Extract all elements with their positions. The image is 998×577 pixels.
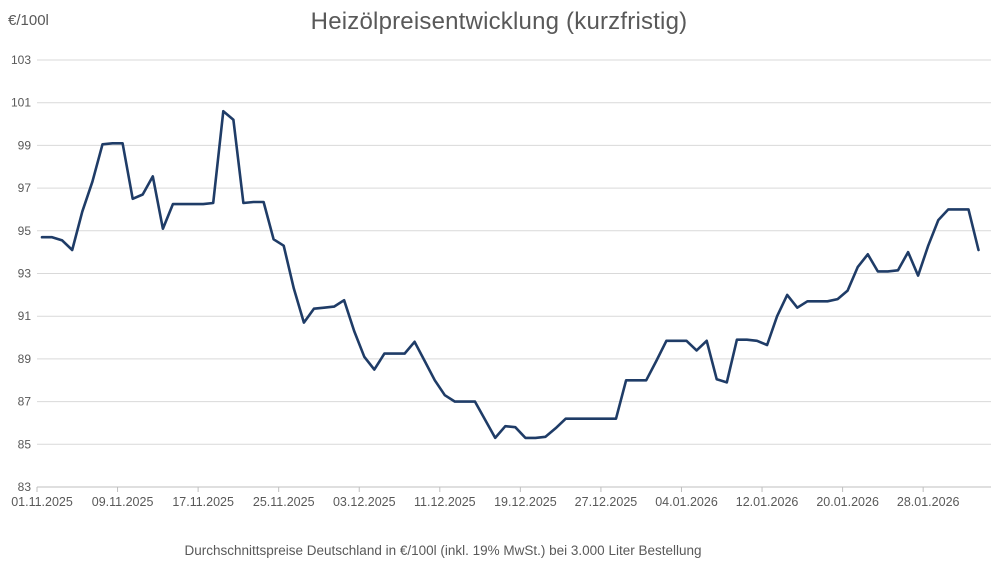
chart-title: Heizölpreisentwicklung (kurzfristig) — [310, 8, 688, 35]
price-series-line — [40, 109, 980, 440]
x-tick-label: 03.12.2025 — [333, 495, 396, 509]
chart-footer-caption: Durchschnittspreise Deutschland in €/100… — [184, 543, 702, 558]
y-tick-label: 101 — [11, 96, 31, 110]
y-tick-label: 83 — [18, 480, 32, 494]
y-tick-label: 91 — [18, 309, 32, 323]
y-tick-label: 95 — [18, 224, 32, 238]
y-tick-label: 85 — [18, 437, 32, 451]
x-tick-label: 25.11.2025 — [253, 495, 315, 509]
y-tick-label: 89 — [18, 352, 32, 366]
x-tick-label: 12.01.2026 — [736, 495, 799, 509]
y-axis-unit-label: €/100l — [8, 12, 49, 29]
x-tick-label: 01.11.2025 — [11, 495, 73, 509]
x-tick-label: 17.11.2025 — [172, 495, 234, 509]
x-tick-label: 27.12.2025 — [575, 495, 638, 509]
y-tick-label: 99 — [18, 138, 32, 152]
y-tick-label: 93 — [18, 267, 32, 281]
x-tick-label: 20.01.2026 — [816, 495, 879, 509]
x-tick-label: 11.12.2025 — [414, 495, 476, 509]
x-tick-label: 04.01.2026 — [655, 495, 718, 509]
y-tick-label: 97 — [18, 181, 32, 195]
x-tick-label: 28.01.2026 — [897, 495, 960, 509]
x-tick-label: 19.12.2025 — [494, 495, 557, 509]
x-tick-label: 09.11.2025 — [92, 495, 154, 509]
y-tick-label: 103 — [11, 53, 31, 67]
y-tick-label: 87 — [18, 395, 32, 409]
